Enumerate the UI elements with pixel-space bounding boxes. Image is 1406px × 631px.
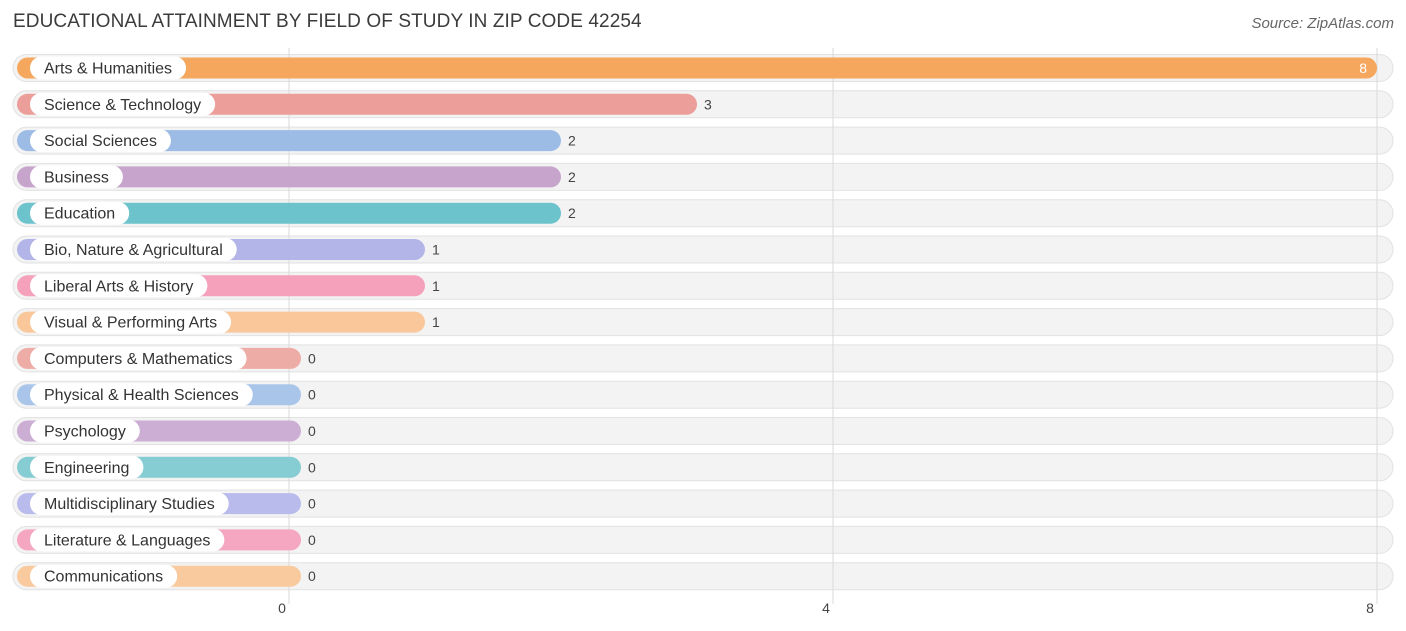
value-label: 8 (1359, 60, 1367, 76)
category-label: Education (44, 206, 115, 223)
category-label: Science & Technology (44, 97, 201, 114)
value-label: 1 (432, 278, 440, 294)
bar (17, 202, 561, 224)
category-label-background (30, 383, 253, 407)
category-label: Multidisciplinary Studies (44, 496, 215, 513)
x-tick-label: 0 (278, 600, 286, 616)
bar (17, 57, 1377, 79)
category-label: Engineering (44, 460, 129, 477)
category-label-background (30, 129, 171, 153)
x-axis-ticks: 0 4 8 (278, 600, 1374, 616)
category-label: Visual & Performing Arts (44, 315, 217, 332)
category-label-background (30, 201, 130, 225)
row-background (12, 562, 1394, 591)
row-background (12, 380, 1394, 409)
value-label: 0 (308, 350, 316, 366)
x-tick-label: 4 (822, 600, 830, 616)
category-label-background (30, 455, 144, 479)
category-label: Physical & Health Sciences (44, 387, 239, 404)
value-label: 2 (568, 169, 576, 185)
category-label-background (30, 92, 216, 116)
category-label-background (30, 492, 229, 516)
category-label: Arts & Humanities (44, 61, 172, 78)
row-background (12, 417, 1394, 445)
category-label-background (30, 528, 225, 552)
category-label-background (30, 165, 123, 189)
category-label: Literature & Languages (44, 532, 210, 549)
category-label-background (30, 238, 237, 261)
category-label: Liberal Arts & History (44, 278, 193, 295)
bars: Arts & Humanities 8 Science & Technology 3 S… (17, 56, 1377, 588)
category-label: Computers & Mathematics (44, 351, 233, 368)
category-label: Social Sciences (44, 133, 157, 150)
value-label: 0 (308, 568, 316, 584)
category-label-background (30, 419, 140, 443)
category-label-background (30, 56, 187, 80)
value-label: 0 (308, 532, 316, 548)
row-background (12, 525, 1394, 554)
bar (17, 166, 561, 188)
category-label-background (30, 274, 208, 298)
category-label: Bio, Nature & Agricultural (44, 242, 223, 259)
value-label: 0 (308, 459, 316, 475)
row-background (12, 453, 1394, 482)
value-label: 3 (704, 96, 712, 112)
category-label: Communications (44, 569, 163, 586)
category-label-background (30, 346, 247, 370)
x-tick-label: 8 (1366, 600, 1374, 616)
row-background (12, 489, 1394, 518)
value-label: 1 (432, 242, 440, 258)
value-label: 1 (432, 314, 440, 330)
value-label: 0 (308, 387, 316, 403)
category-label: Business (44, 169, 109, 186)
source-label: Source: ZipAtlas.com (1251, 15, 1394, 32)
value-label: 0 (308, 496, 316, 512)
category-label-background (30, 564, 178, 588)
category-label-background (30, 310, 232, 334)
chart-title: EDUCATIONAL ATTAINMENT BY FIELD OF STUDY… (13, 11, 642, 32)
value-label: 2 (568, 133, 576, 149)
row-background (12, 344, 1394, 373)
category-label: Psychology (44, 424, 126, 441)
value-label: 2 (568, 205, 576, 221)
value-label: 0 (308, 423, 316, 439)
